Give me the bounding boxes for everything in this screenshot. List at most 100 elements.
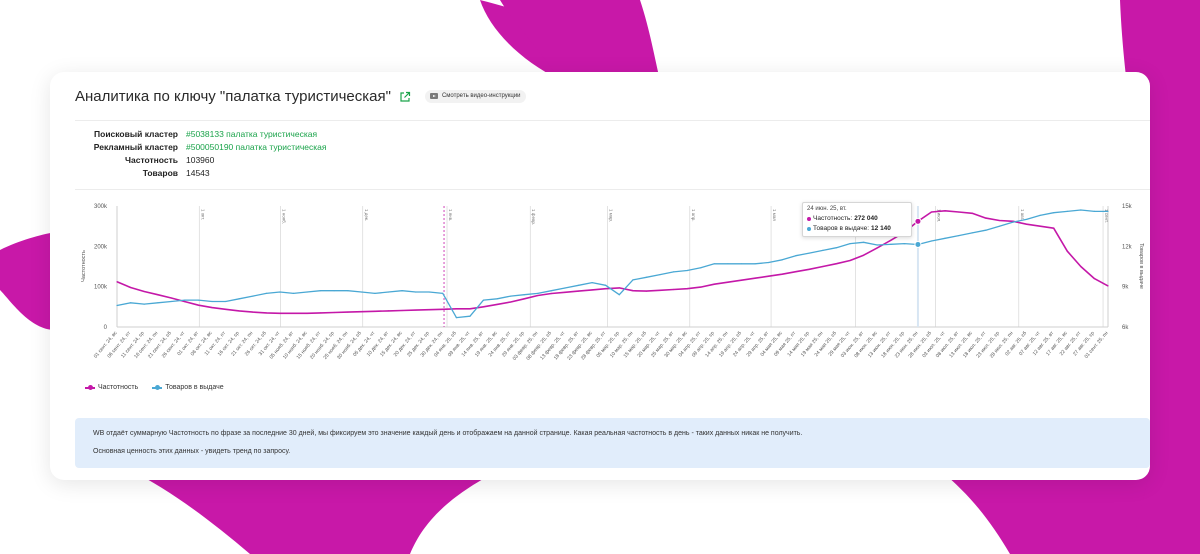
data-point-goods [618,294,620,296]
data-point-frequency [876,247,878,249]
data-point-goods [605,284,607,286]
y-tick-left: 0 [104,325,108,331]
legend-frequency-line-icon [85,385,95,390]
y-axis-title-right: Товаров в выдаче [1138,243,1144,289]
data-point-goods [835,247,838,249]
data-point-frequency [863,254,865,256]
data-point-goods [795,255,797,257]
data-point-goods [333,290,335,292]
ad-cluster-link[interactable]: #500050190 палатка туристическая [186,142,327,152]
month-marker-label: 1 февр. [531,209,536,225]
data-point-goods [700,267,702,269]
y-axis-title-left: Частотность [81,250,87,282]
month-marker-label: 1 дек. [364,209,369,221]
frequency-chart[interactable]: 0 100k 200k 300k 6k 9k 12k 15k Частотность Товаро… [50,196,1150,396]
note-line-1: WB отдаёт суммарную Частотность по фразе… [93,430,803,437]
video-play-icon [429,93,438,99]
y-tick-left: 200k [94,244,108,250]
data-point-goods [822,249,824,251]
data-point-goods [550,290,553,292]
data-point-goods [225,300,227,303]
data-point-frequency [116,281,118,283]
data-point-goods [279,291,281,293]
data-point-goods [1012,221,1014,223]
frequency-label: Частотность [125,155,178,165]
search-cluster-link[interactable]: #5038133 палатка туристическая [186,129,318,139]
search-cluster-label: Поисковый кластер [94,129,178,139]
data-point-goods [903,243,905,245]
data-point-frequency [374,310,376,312]
search-cluster-row: Поисковый кластер #5038133 палатка турис… [75,129,317,141]
video-instructions-button[interactable]: Смотреть видео-инструкции [424,89,526,103]
data-point-frequency [333,311,335,314]
data-point-goods [415,291,417,293]
y-tick-right: 9k [1122,285,1129,291]
data-point-goods [740,263,743,265]
data-point-goods [129,302,132,304]
y-tick-right: 15k [1122,204,1133,210]
ad-cluster-row: Рекламный кластер #500050190 палатка тур… [75,142,327,154]
data-point-goods [387,291,390,293]
data-point-frequency [143,290,145,293]
goods-dot-icon [807,226,811,231]
data-point-frequency [605,288,607,290]
data-point-goods [523,294,525,296]
data-point-frequency [672,288,675,291]
data-point-frequency [1107,285,1109,287]
data-point-goods [252,295,254,297]
data-point-frequency [170,297,172,299]
data-point-goods [143,303,145,305]
data-point-goods [1093,210,1096,212]
data-point-goods [659,273,661,276]
header: Аналитика по ключу "палатка туристическа… [75,86,526,106]
month-marker-label: 1 июл. [937,209,942,222]
data-point-frequency [415,309,417,311]
data-point-frequency [795,271,797,273]
data-point-frequency [849,259,851,262]
note-line-2: Основная ценность этих данных - увидеть … [93,448,291,455]
page-title: Аналитика по ключу "палатка туристическа… [75,87,391,105]
data-point-goods [944,237,946,239]
data-point-goods [292,292,295,294]
data-point-frequency [401,309,403,312]
data-point-frequency [550,292,553,295]
legend-frequency[interactable]: Частотность [85,384,138,391]
data-point-frequency [265,312,267,314]
data-point-frequency [632,290,634,292]
data-point-frequency [944,210,946,212]
tooltip-goods-row: Товаров в выдаче: 12 140 [807,225,891,232]
chart-area[interactable]: 0 100k 200k 300k 6k 9k 12k 15k Частотность Товаро… [50,196,1150,396]
y-tick-right: 12k [1122,244,1133,250]
data-point-frequency [985,217,987,219]
month-marker-label: 1 окт. [200,209,205,220]
data-point-frequency [1053,227,1055,229]
data-point-frequency [808,268,810,270]
tooltip-goods-label: Товаров в выдаче: [813,225,870,232]
data-point-frequency [211,307,213,309]
data-point-frequency [700,286,702,288]
data-point-frequency [238,310,240,312]
data-point-frequency [510,301,512,303]
data-point-goods [876,244,878,246]
data-point-goods [482,299,485,301]
month-marker-label: 1 авг. [1020,209,1025,220]
data-point-frequency [279,312,281,314]
external-link-icon[interactable] [399,90,411,102]
data-point-frequency [455,308,457,310]
data-point-goods [265,292,267,294]
data-point-frequency [184,300,186,303]
data-point-frequency [320,312,322,314]
data-point-goods [211,300,213,303]
data-point-goods [672,271,675,273]
goods-row: Товаров 14543 [75,168,210,180]
data-point-goods [116,304,118,307]
data-point-frequency [482,306,485,308]
legend-goods[interactable]: Товаров в выдаче [152,384,224,391]
month-marker-label: 1 сент. [1104,209,1109,223]
goods-label: Товаров [142,168,178,178]
data-point-frequency [1080,265,1082,268]
data-point-frequency [347,311,349,313]
data-point-frequency [428,309,430,311]
info-note: WB отдаёт суммарную Частотность по фразе… [75,418,1150,468]
